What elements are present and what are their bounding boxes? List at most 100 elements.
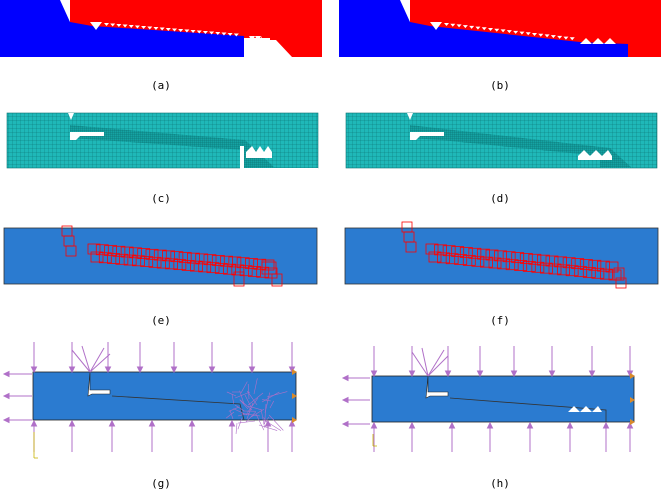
force-vector [245, 411, 256, 423]
thread-tooth [202, 31, 208, 34]
interface-line [87, 371, 111, 397]
thread-tooth [190, 30, 196, 33]
load-arrow-head [136, 366, 144, 374]
panel-e [3, 225, 318, 287]
force-vector [233, 408, 248, 416]
contact-marker [187, 252, 200, 264]
contact-marker [494, 250, 507, 262]
panel-d [345, 112, 658, 169]
contact-marker [454, 254, 468, 265]
thread-tooth [494, 28, 500, 32]
contact-marker [548, 263, 562, 275]
thread-tooth [184, 29, 190, 33]
load-arrow-head [188, 419, 196, 427]
contact-marker [511, 252, 525, 263]
force-vector [247, 384, 250, 400]
force-vector [255, 413, 265, 431]
thread-notch [430, 22, 442, 30]
contact-marker [605, 261, 619, 273]
force-vector [240, 381, 248, 394]
contact-marker [198, 261, 212, 273]
contact-marker [514, 260, 528, 271]
contact-pair-markers [61, 225, 283, 287]
force-vector [246, 402, 254, 419]
contact-marker [480, 256, 493, 268]
bc-marker [292, 417, 297, 423]
contact-marker [95, 244, 109, 256]
contact-marker [528, 253, 542, 265]
thread-tooth [557, 35, 563, 39]
load-arrow-head [548, 370, 556, 378]
contact-marker [451, 246, 465, 257]
contact-marker [190, 260, 203, 272]
contact-marker [597, 260, 610, 272]
contact-marker [228, 256, 242, 268]
load-arrow-head [526, 421, 534, 429]
load-arrow [81, 345, 91, 373]
contact-marker [236, 257, 250, 269]
contact-marker [588, 259, 602, 271]
contact-marker [615, 277, 627, 289]
contact-marker [540, 262, 553, 274]
thread-tooth [141, 26, 147, 29]
contact-marker [256, 266, 270, 278]
contact-marker [165, 258, 178, 270]
load-arrow-head [228, 419, 236, 427]
contact-marker [562, 257, 576, 269]
contact-marker [231, 264, 245, 276]
thread-tooth [569, 37, 575, 41]
load-arrow-head [626, 421, 634, 429]
load-arrow-head [448, 421, 456, 429]
load-arrows [341, 346, 634, 452]
force-vector [266, 391, 288, 398]
load-arrow-head [341, 396, 349, 404]
bc-marker [292, 393, 297, 399]
thread-tooth [159, 27, 165, 31]
contact-marker [264, 267, 278, 279]
thread-tooth [233, 33, 239, 37]
load-arrow-head [341, 420, 349, 428]
thread-tooth [532, 33, 537, 36]
contact-marker [442, 245, 456, 257]
contact-marker [112, 245, 126, 257]
load-arrow [427, 355, 449, 377]
thread-tooth [221, 32, 227, 36]
thread-tooth [178, 29, 184, 32]
model-body [344, 227, 659, 285]
force-vector [235, 391, 251, 399]
thread-notch [90, 22, 102, 30]
contact-marker [477, 248, 490, 260]
thread-tooth [475, 26, 481, 30]
force-vector [263, 416, 270, 425]
force-vector [248, 392, 264, 406]
contact-marker [557, 264, 570, 276]
thread-tooth [209, 31, 215, 35]
thread-tooth [513, 30, 519, 34]
mesh-top-notch [68, 113, 74, 120]
contact-marker [170, 251, 184, 263]
load-arrow-head [602, 421, 610, 429]
load-arrow-head [148, 419, 156, 427]
contact-marker [65, 245, 77, 257]
load-arrow-head [408, 421, 416, 429]
force-vector [247, 405, 262, 411]
contact-marker [582, 267, 596, 278]
contact-marker [107, 253, 120, 264]
mesh-gap [70, 132, 104, 140]
force-vector [264, 392, 271, 414]
contact-pair-markers [401, 221, 627, 289]
interface-line [425, 375, 449, 399]
caption-a: (a) [151, 79, 171, 92]
thread-tooth [538, 33, 544, 37]
contact-marker [531, 261, 545, 273]
contact-marker [153, 249, 167, 261]
force-vector [238, 420, 256, 424]
thread-tooth [456, 24, 462, 28]
force-vector [225, 411, 235, 419]
contact-marker [522, 261, 536, 272]
load-arrow-head [30, 419, 38, 427]
load-arrow-head [566, 421, 574, 429]
force-vector [239, 399, 253, 411]
contact-marker [162, 250, 175, 262]
contact-marker [137, 248, 151, 259]
